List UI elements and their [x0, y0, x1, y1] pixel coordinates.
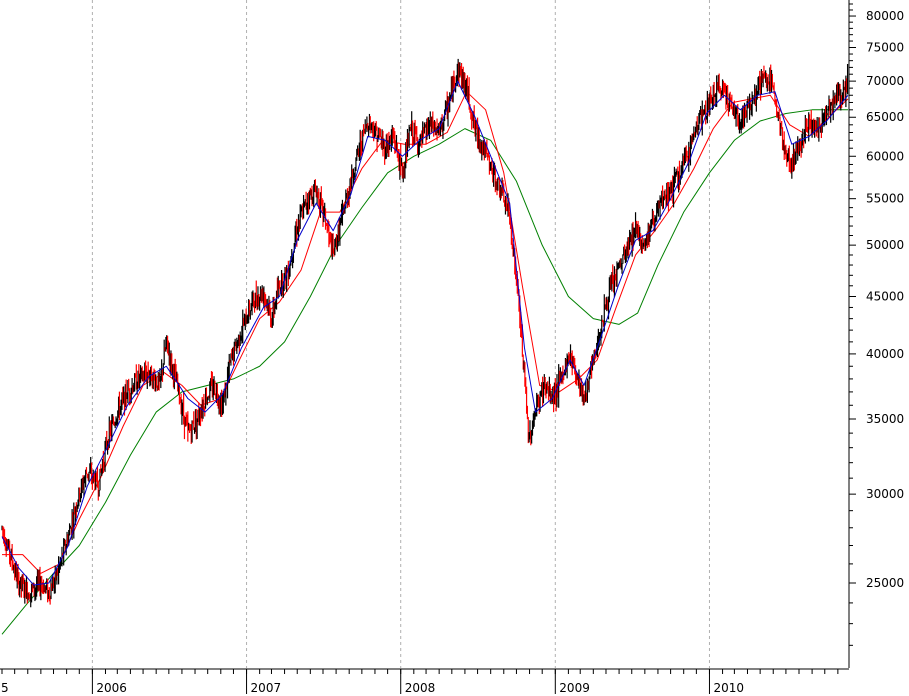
x-tick-label: 5	[1, 681, 9, 695]
y-tick-label: 60000	[866, 149, 904, 163]
y-tick-label: 50000	[866, 238, 904, 252]
price-series	[1, 58, 849, 608]
x-tick-label: 2010	[713, 681, 744, 695]
y-tick-label: 65000	[866, 110, 904, 124]
short-moving-average	[1, 80, 849, 586]
y-tick-label: 70000	[866, 74, 904, 88]
y-tick-label: 45000	[866, 290, 904, 304]
y-tick-label: 25000	[866, 576, 904, 590]
y-tick-label: 80000	[866, 9, 904, 23]
x-axis: 5 2006 2007 2008 2009 2010	[0, 668, 849, 695]
x-tick-label: 2009	[559, 681, 590, 695]
y-tick-label: 35000	[866, 412, 904, 426]
long-moving-average	[1, 109, 848, 635]
ma-long-line	[1, 109, 848, 635]
x-tick-label: 2007	[251, 681, 282, 695]
y-axis: 25000 30000 35000 40000 45000 50000 55000 60000…	[848, 0, 904, 668]
y-tick-label: 40000	[866, 347, 904, 361]
ma-short-line	[1, 80, 849, 586]
y-tick-label: 30000	[866, 487, 904, 501]
y-tick-label: 75000	[866, 41, 904, 55]
x-tick-label: 2006	[96, 681, 127, 695]
x-tick-label: 2008	[405, 681, 436, 695]
y-tick-label: 55000	[866, 192, 904, 206]
